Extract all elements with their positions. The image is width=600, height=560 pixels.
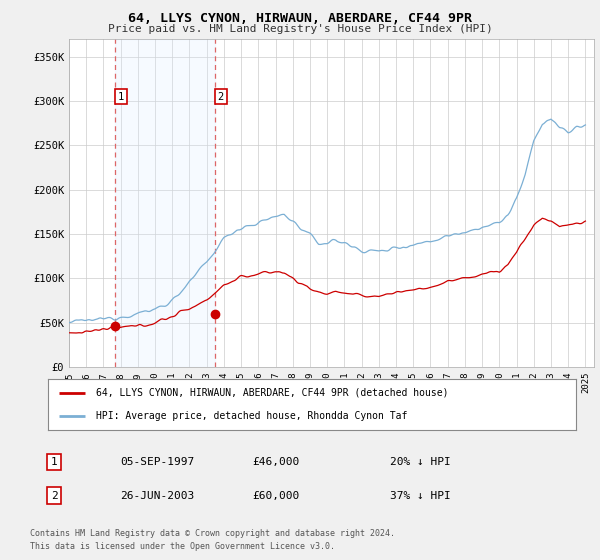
Text: Contains HM Land Registry data © Crown copyright and database right 2024.: Contains HM Land Registry data © Crown c… xyxy=(30,529,395,538)
Text: 2: 2 xyxy=(50,491,58,501)
Text: This data is licensed under the Open Government Licence v3.0.: This data is licensed under the Open Gov… xyxy=(30,542,335,550)
Text: £60,000: £60,000 xyxy=(252,491,299,501)
Text: HPI: Average price, detached house, Rhondda Cynon Taf: HPI: Average price, detached house, Rhon… xyxy=(95,411,407,421)
Bar xyxy=(115,39,215,367)
Text: £46,000: £46,000 xyxy=(252,457,299,467)
Text: 1: 1 xyxy=(50,457,58,467)
Text: 1: 1 xyxy=(118,92,124,102)
Text: 64, LLYS CYNON, HIRWAUN, ABERDARE, CF44 9PR (detached house): 64, LLYS CYNON, HIRWAUN, ABERDARE, CF44 … xyxy=(95,388,448,398)
Text: 20% ↓ HPI: 20% ↓ HPI xyxy=(390,457,451,467)
Text: 05-SEP-1997: 05-SEP-1997 xyxy=(120,457,194,467)
Text: 64, LLYS CYNON, HIRWAUN, ABERDARE, CF44 9PR: 64, LLYS CYNON, HIRWAUN, ABERDARE, CF44 … xyxy=(128,12,472,25)
Text: Price paid vs. HM Land Registry's House Price Index (HPI): Price paid vs. HM Land Registry's House … xyxy=(107,24,493,34)
Text: 26-JUN-2003: 26-JUN-2003 xyxy=(120,491,194,501)
Text: 2: 2 xyxy=(218,92,224,102)
Text: 37% ↓ HPI: 37% ↓ HPI xyxy=(390,491,451,501)
